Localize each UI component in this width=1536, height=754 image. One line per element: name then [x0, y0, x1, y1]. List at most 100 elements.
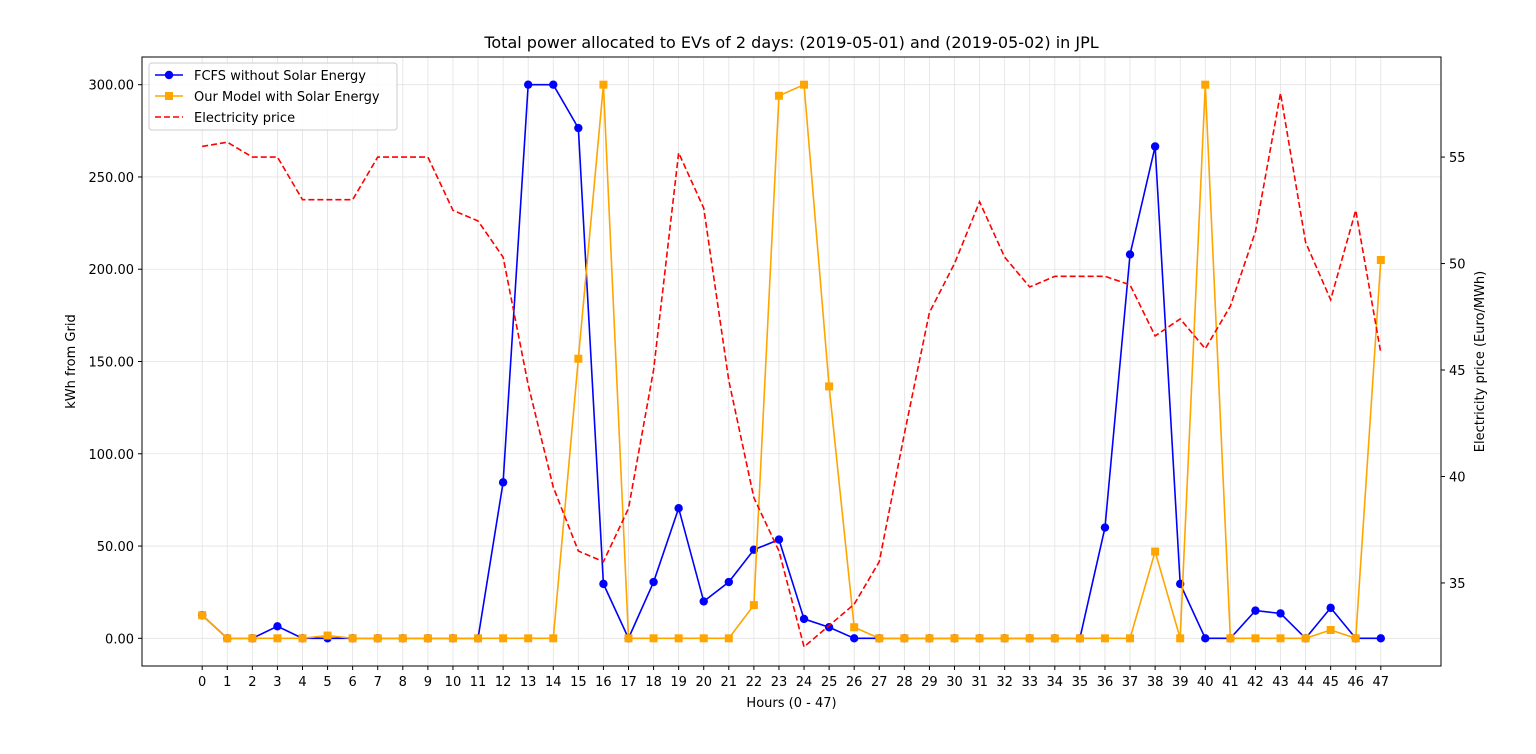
data-point	[1301, 634, 1310, 643]
data-point	[649, 634, 658, 643]
data-point	[524, 634, 533, 643]
data-point	[1351, 634, 1360, 643]
x-tick-label: 9	[424, 675, 432, 690]
data-point	[900, 634, 909, 643]
legend-label: FCFS without Solar Energy	[194, 69, 366, 84]
data-point	[774, 91, 783, 100]
x-tick-label: 15	[570, 675, 587, 690]
x-tick-label: 12	[495, 675, 512, 690]
legend-marker	[165, 92, 173, 100]
y-axis-label: kWh from Grid	[64, 314, 79, 408]
x-tick-label: 44	[1297, 675, 1314, 690]
y-tick-label: 150.00	[89, 356, 135, 371]
x-tick-label: 10	[445, 675, 462, 690]
data-point	[549, 80, 558, 89]
data-point	[624, 634, 633, 643]
y2-tick-label: 45	[1449, 364, 1466, 379]
x-tick-label: 13	[520, 675, 537, 690]
x-tick-label: 33	[1021, 675, 1038, 690]
x-tick-label: 32	[996, 675, 1013, 690]
chart-title: Total power allocated to EVs of 2 days: …	[483, 33, 1098, 52]
x-tick-label: 19	[670, 675, 687, 690]
x-tick-label: 47	[1373, 675, 1390, 690]
x-tick-label: 41	[1222, 675, 1239, 690]
legend-label: Electricity price	[194, 111, 295, 126]
data-point	[198, 611, 207, 620]
y2-tick-label: 55	[1449, 151, 1466, 166]
data-point	[1100, 634, 1109, 643]
x-tick-label: 27	[871, 675, 888, 690]
x-tick-label: 45	[1322, 675, 1339, 690]
data-point	[1100, 523, 1110, 532]
x-tick-label: 5	[323, 675, 331, 690]
data-point	[474, 634, 483, 643]
data-point	[724, 577, 734, 587]
x-tick-label: 16	[595, 675, 612, 690]
data-point	[825, 382, 834, 391]
data-point	[1276, 609, 1285, 618]
grid-lines	[142, 57, 1441, 666]
data-point	[1201, 634, 1210, 643]
x-tick-label: 1	[223, 675, 231, 690]
x-tick-label: 24	[796, 675, 813, 690]
data-point	[1075, 634, 1084, 643]
x-tick-label: 17	[620, 675, 637, 690]
x-tick-label: 46	[1347, 675, 1364, 690]
y-tick-label: 50.00	[97, 540, 134, 555]
x-tick-label: 38	[1147, 675, 1164, 690]
x-tick-label: 30	[946, 675, 963, 690]
y-tick-label: 200.00	[89, 263, 135, 278]
data-point	[1276, 634, 1285, 643]
data-point	[925, 634, 934, 643]
data-point	[549, 634, 558, 643]
data-point	[649, 577, 658, 587]
x-tick-label: 34	[1047, 675, 1064, 690]
data-point	[248, 634, 257, 643]
data-point	[1326, 603, 1335, 613]
data-point	[1126, 634, 1135, 643]
x-tick-label: 21	[721, 675, 738, 690]
data-point	[423, 634, 432, 643]
data-point	[1151, 547, 1160, 556]
x-tick-label: 42	[1247, 675, 1264, 690]
y2-tick-label: 50	[1449, 258, 1466, 273]
x-tick-label: 18	[645, 675, 662, 690]
data-point	[498, 478, 508, 487]
data-point	[1000, 634, 1009, 643]
data-point	[348, 634, 357, 643]
data-point	[1376, 634, 1386, 643]
series-line-2	[202, 93, 1382, 649]
data-point	[1025, 634, 1034, 643]
x-tick-label: 25	[821, 675, 838, 690]
legend-box	[148, 62, 398, 131]
data-point	[1226, 634, 1235, 643]
data-point	[674, 504, 683, 513]
x-tick-label: 7	[374, 675, 382, 690]
data-point	[1201, 80, 1210, 89]
data-point	[674, 634, 683, 643]
data-point	[699, 597, 708, 606]
series-line-1	[201, 83, 1382, 640]
data-point	[273, 622, 282, 631]
data-point	[724, 634, 733, 643]
x-axis-label: Hours (0 - 47)	[746, 696, 836, 711]
x-tick-label: 28	[896, 675, 913, 690]
data-point	[323, 631, 332, 640]
x-tick-label: 8	[399, 675, 407, 690]
data-point	[373, 634, 382, 643]
x-tick-label: 31	[971, 675, 988, 690]
y2-tick-label: 35	[1449, 577, 1466, 592]
x-tick-label: 39	[1172, 675, 1189, 690]
x-tick-label: 36	[1097, 675, 1114, 690]
legend-marker	[164, 70, 174, 80]
data-point	[448, 634, 457, 643]
y-tick-label: 100.00	[89, 448, 135, 463]
x-tick-label: 40	[1197, 675, 1214, 690]
x-tick-label: 29	[921, 675, 938, 690]
data-point	[1251, 634, 1260, 643]
data-point	[800, 80, 809, 89]
x-tick-label: 23	[771, 675, 788, 690]
data-point	[599, 579, 608, 589]
data-point	[950, 634, 959, 643]
